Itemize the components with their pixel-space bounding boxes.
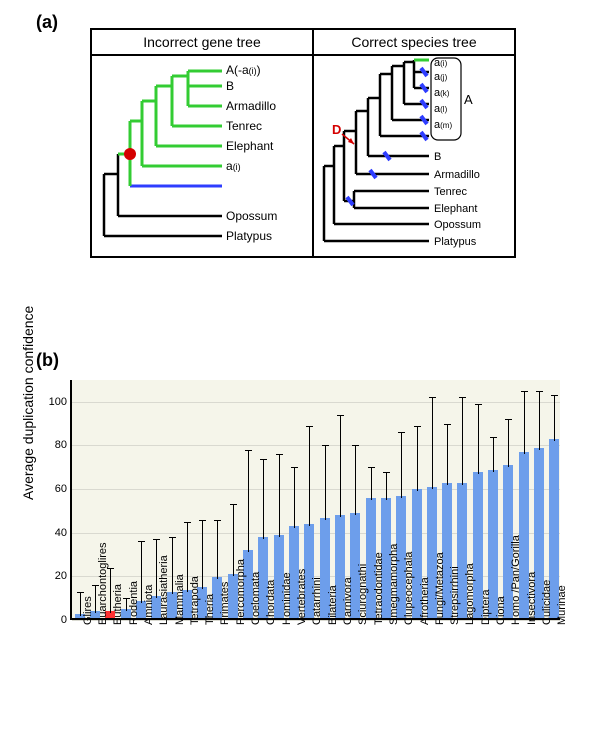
- svg-text:a(k): a(k): [434, 87, 450, 99]
- svg-text:Elephant: Elephant: [434, 203, 477, 215]
- tip-label: B: [226, 79, 234, 93]
- ytick-label: 0: [42, 614, 67, 626]
- category-label: Glires: [82, 596, 94, 625]
- tip-label: Armadillo: [226, 99, 276, 113]
- category-label: Coelomata: [250, 572, 262, 625]
- svg-text:a(i): a(i): [434, 57, 448, 69]
- svg-text:Armadillo: Armadillo: [434, 169, 480, 181]
- category-label: Sciurognathi: [357, 564, 369, 625]
- category-label: Diptera: [480, 590, 492, 625]
- category-label: Tetrapoda: [189, 576, 201, 625]
- category-label: Fungi/Metazoa: [434, 552, 446, 625]
- ytick-label: 100: [42, 396, 67, 408]
- category-label: Clupeocephala: [403, 552, 415, 625]
- svg-text:Tenrec: Tenrec: [434, 186, 468, 198]
- tip-label: Opossum: [226, 209, 277, 223]
- ytick-label: 60: [42, 483, 67, 495]
- panel-b-label: (b): [36, 350, 59, 371]
- svg-text:a(j): a(j): [434, 71, 448, 83]
- category-label: Murinae: [556, 585, 568, 625]
- category-label: Primates: [219, 582, 231, 625]
- category-label: Culicidae: [541, 580, 553, 625]
- tip-label: A(-a(i)): [226, 63, 261, 77]
- category-label: Ciona: [495, 596, 507, 625]
- ytick-label: 80: [42, 439, 67, 451]
- tip-label: Tenrec: [226, 119, 262, 133]
- left-tree-cell: A(-a(i)) B Armadillo Tenrec Elephant a(i…: [92, 56, 312, 256]
- category-label: Euarchontoglires: [97, 542, 109, 625]
- svg-text:a(l): a(l): [434, 103, 448, 115]
- category-label: Tetraodontidae: [373, 552, 385, 625]
- category-label: Strepsirrhini: [449, 566, 461, 625]
- chart-ylabel: Average duplication confidence: [20, 306, 36, 500]
- svg-text:a(m): a(m): [434, 119, 452, 131]
- category-label: Amniota: [143, 585, 155, 625]
- category-label: Laurasiatheria: [158, 555, 170, 625]
- ytick-label: 40: [42, 527, 67, 539]
- left-tree-header: Incorrect gene tree: [91, 29, 313, 55]
- category-label: Homo /Pan/Gorilla: [510, 535, 522, 625]
- category-label: Catarrhini: [311, 577, 323, 625]
- category-label: Theria: [204, 594, 216, 625]
- tip-label: Platypus: [226, 229, 272, 243]
- category-label: Vertebrates: [296, 569, 308, 625]
- category-label: Bilateria: [327, 585, 339, 625]
- category-label: Mammalia: [174, 574, 186, 625]
- incorrect-gene-tree-svg: A(-a(i)) B Armadillo Tenrec Elephant a(i…: [92, 56, 312, 256]
- ytick-label: 20: [42, 570, 67, 582]
- tip-label: a(i): [226, 159, 241, 173]
- category-label: Lagomorpha: [464, 563, 476, 625]
- svg-text:A: A: [464, 92, 473, 107]
- tip-label: Elephant: [226, 139, 274, 153]
- category-label: Smegmamorpha: [388, 544, 400, 625]
- category-label: Chordata: [265, 580, 277, 625]
- category-label: Percomorpha: [235, 559, 247, 625]
- category-label: Hominidae: [281, 572, 293, 625]
- category-label: Rodentia: [128, 581, 140, 625]
- category-label: Eutheria: [112, 584, 124, 625]
- right-tree-header: Correct species tree: [313, 29, 515, 55]
- correct-species-tree-svg: D a(i) a(j) a(k) a(l) a(m) A B Armadillo…: [314, 56, 514, 256]
- right-tree-cell: D a(i) a(j) a(k) a(l) a(m) A B Armadillo…: [314, 56, 514, 256]
- category-label: Insectivora: [526, 572, 538, 625]
- duplication-node-icon: [124, 148, 136, 160]
- d-label: D: [332, 122, 341, 137]
- svg-text:B: B: [434, 151, 441, 163]
- tree-table: Incorrect gene tree Correct species tree: [90, 28, 516, 258]
- svg-text:Opossum: Opossum: [434, 219, 481, 231]
- category-label: Carnivora: [342, 577, 354, 625]
- svg-text:Platypus: Platypus: [434, 236, 477, 248]
- panel-a-label: (a): [36, 12, 58, 33]
- category-label: Afrotheria: [419, 577, 431, 625]
